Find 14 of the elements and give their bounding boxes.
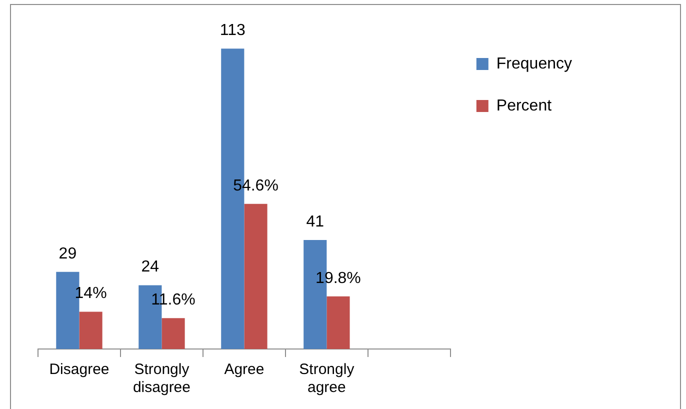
data-label: 41 <box>306 213 324 230</box>
x-tick-label: Agree <box>224 361 264 378</box>
data-label: 113 <box>220 22 246 40</box>
bar <box>162 318 185 349</box>
x-tick-label: Strongly disagree <box>132 361 190 396</box>
x-tick-label: Strongly agree <box>299 361 355 396</box>
data-label: 24 <box>141 258 160 276</box>
bar <box>244 204 268 349</box>
bar <box>326 296 350 349</box>
x-tick-label: Disagree <box>49 361 110 378</box>
legend-label: Percent <box>496 97 552 114</box>
data-label: 29 <box>58 245 77 262</box>
bar <box>79 312 102 349</box>
legend-label: Frequency <box>496 55 572 72</box>
